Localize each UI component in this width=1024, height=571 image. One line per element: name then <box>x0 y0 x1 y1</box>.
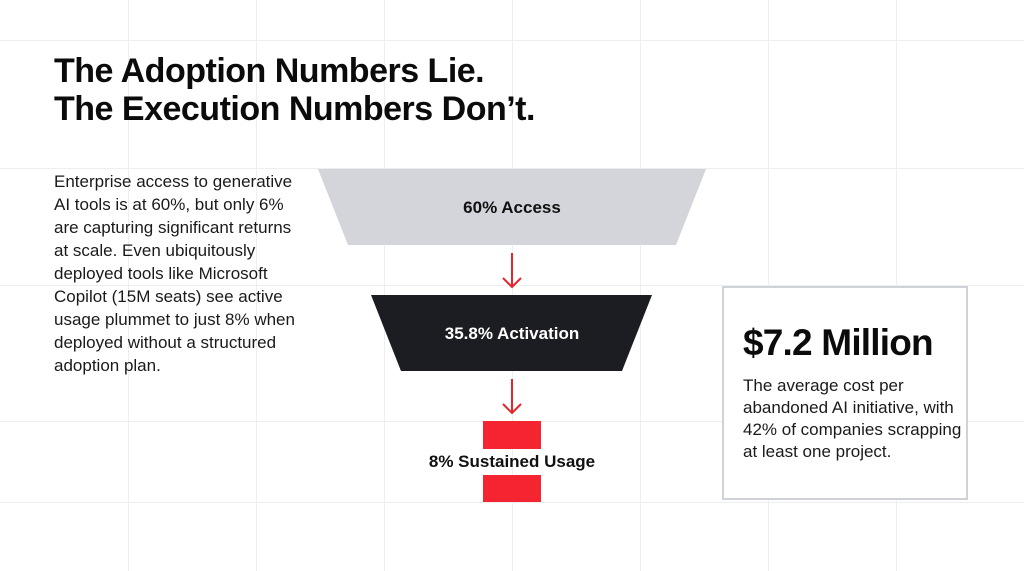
funnel-stage-access <box>318 169 706 245</box>
description-text: Enterprise access to generative AI tools… <box>54 172 295 375</box>
grid-line <box>0 168 1024 169</box>
stat-card: $7.2 Million The average cost per abando… <box>722 286 968 500</box>
stat-body: The average cost per abandoned AI initia… <box>743 376 962 461</box>
funnel-stage-sustained-bottom <box>483 475 541 502</box>
arrow-down-icon <box>502 253 522 289</box>
arrow-down-icon <box>502 379 522 415</box>
funnel-label-access: 60% Access <box>463 198 561 217</box>
grid-line <box>0 40 1024 41</box>
page-title: The Adoption Numbers Lie. The Execution … <box>54 52 535 128</box>
funnel-stage-sustained-top <box>483 421 541 449</box>
title-line-2: The Execution Numbers Don’t. <box>54 90 535 128</box>
stat-headline: $7.2 Million <box>743 322 934 363</box>
grid-line <box>0 502 1024 503</box>
funnel-label-sustained: 8% Sustained Usage <box>428 452 596 471</box>
funnel-stage-activation <box>371 295 652 371</box>
title-line-1: The Adoption Numbers Lie. <box>54 52 485 90</box>
funnel-label-activation: 35.8% Activation <box>444 324 580 343</box>
